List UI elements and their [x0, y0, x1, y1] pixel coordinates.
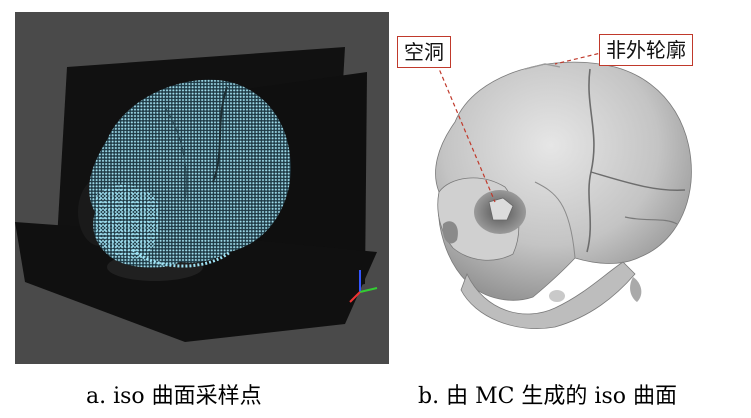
point-cloud-render	[15, 47, 378, 342]
axes-gizmo-icon	[349, 270, 378, 303]
panel-b-mc-surface: 空洞 非外轮廓	[395, 12, 747, 364]
caption-b: b. 由 MC 生成的 iso 曲面	[418, 384, 677, 409]
outline-leader-line	[554, 51, 606, 65]
panel-a-sample-points	[15, 12, 389, 364]
callout-outline: 非外轮廓	[599, 34, 693, 66]
hole-leader-line	[436, 63, 496, 203]
skull-surface-render	[435, 51, 692, 329]
mandible	[460, 261, 636, 329]
callout-hole: 空洞	[397, 36, 451, 68]
caption-a: a. iso 曲面采样点	[86, 384, 262, 409]
